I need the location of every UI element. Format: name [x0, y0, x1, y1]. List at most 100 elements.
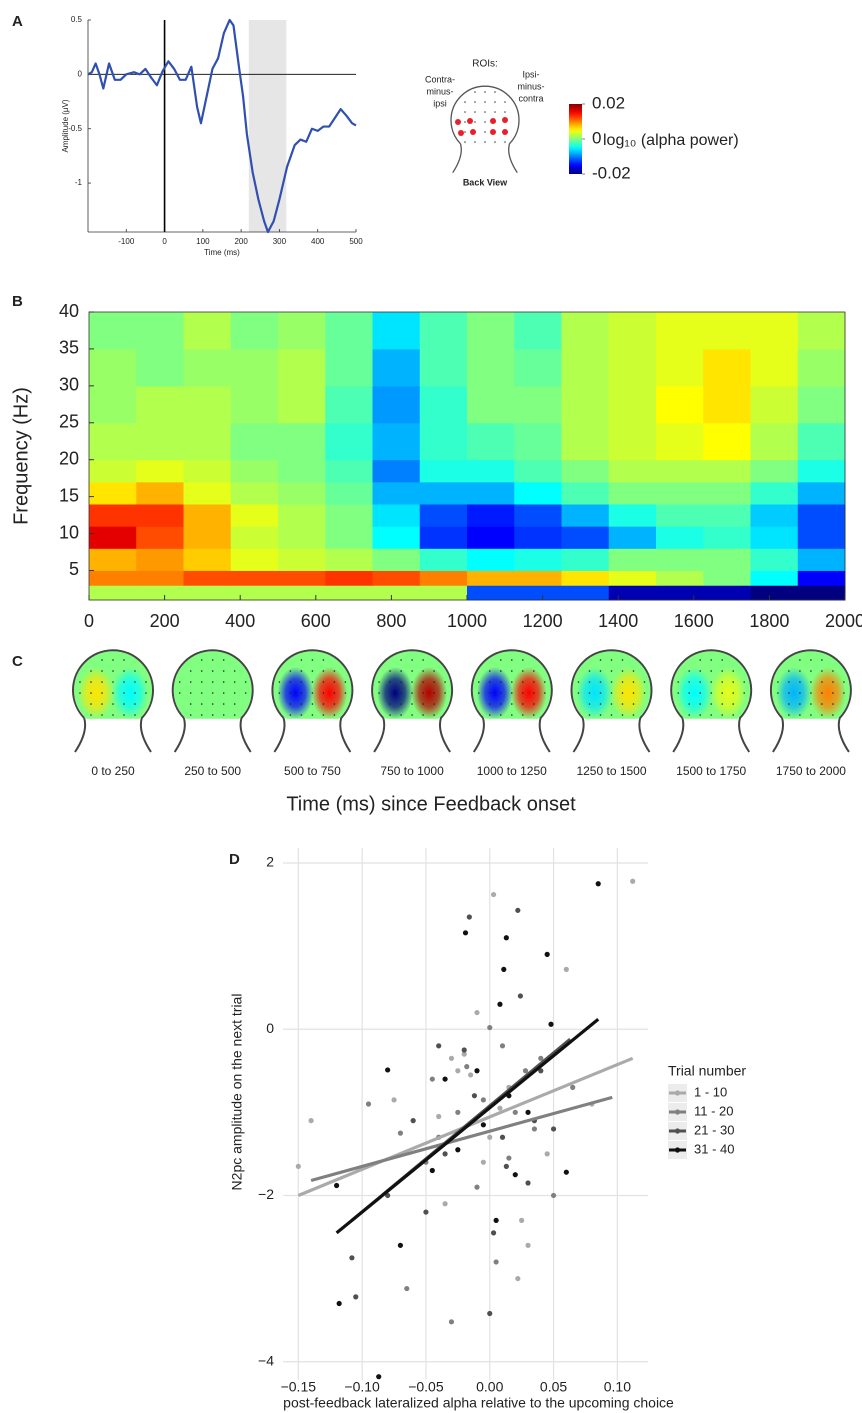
panel-label: C [12, 653, 23, 670]
y-tick-label: 10 [59, 522, 79, 542]
electrode [511, 714, 513, 716]
electrode [821, 714, 823, 716]
electrode [721, 692, 723, 694]
x-tick-label: 200 [234, 237, 248, 246]
roi-electrode [502, 117, 508, 123]
neck-mask [471, 718, 552, 755]
electrode [322, 703, 325, 705]
heatmap-cell [656, 481, 704, 505]
heatmap-cell [467, 526, 515, 549]
heatmap-cell [230, 385, 279, 424]
scatter-point [423, 1209, 429, 1215]
electrode [533, 692, 535, 694]
electrode [632, 670, 635, 672]
electrode [90, 692, 92, 694]
scatter-point [436, 1113, 442, 1120]
electrode [588, 692, 591, 694]
heatmap-cell [136, 385, 184, 424]
electrode [145, 692, 147, 694]
y-tick-label: 15 [59, 485, 79, 505]
heatmap-cell [278, 385, 326, 424]
scatter-point [490, 1230, 497, 1236]
scalp-blob [411, 667, 448, 719]
scatter-point [436, 1043, 442, 1049]
electrode [710, 703, 712, 705]
heatmap-cell [608, 348, 657, 387]
heatmap-cell [325, 504, 373, 527]
heatmap-cell [467, 585, 515, 601]
heatmap-cell [230, 422, 279, 461]
electrode [621, 681, 624, 683]
scatter-point [499, 1043, 506, 1049]
scalp-blob [211, 667, 248, 719]
heatmap-cell [89, 526, 137, 549]
electrode [478, 681, 480, 683]
legend-label: 31 - 40 [694, 1141, 734, 1156]
heatmap-cell [514, 570, 562, 586]
legend-key-point [674, 1109, 681, 1115]
roi-right-label: contra [518, 93, 543, 103]
electrode [484, 101, 486, 103]
electrode [621, 670, 624, 672]
electrode [721, 670, 723, 672]
electrode [832, 692, 834, 694]
electrode [90, 714, 92, 716]
scalp-blob [277, 667, 314, 719]
scatter-point [487, 1310, 493, 1317]
heatmap-cell [467, 504, 515, 527]
electrode [799, 659, 801, 661]
colorbar-tick-label: 0.02 [592, 93, 625, 112]
heatmap-cell [278, 570, 326, 586]
electrode [522, 714, 524, 716]
scatter-point [550, 1192, 557, 1199]
heatmap-cell [183, 385, 232, 424]
heatmap-cell [136, 422, 184, 461]
electrode [788, 714, 790, 716]
x-tick-label: 500 [349, 237, 363, 246]
heatmap-cell [419, 422, 468, 461]
electrode [411, 670, 413, 672]
electrode [810, 681, 812, 683]
electrode [522, 659, 524, 661]
electrode [222, 703, 225, 705]
electrode [300, 670, 303, 672]
electrode [112, 670, 114, 672]
electrode [577, 692, 580, 694]
electrode [810, 714, 812, 716]
scalp-blob [510, 667, 547, 719]
heatmap-cell [608, 385, 657, 424]
heatmap-cell [656, 548, 704, 571]
electrode [289, 670, 292, 672]
map-label: 0 to 250 [91, 764, 135, 778]
scatter-point [410, 1118, 416, 1124]
electrode [732, 703, 734, 705]
electrode [643, 692, 646, 694]
panel-label: B [12, 293, 23, 310]
heatmap-cell [372, 312, 421, 350]
scatter-point [376, 1374, 382, 1380]
heatmap-cell [608, 504, 657, 527]
head-outline [171, 649, 254, 753]
scatter-point [525, 1180, 531, 1186]
electrode [577, 681, 580, 683]
electrode [489, 703, 491, 705]
electrode [79, 681, 81, 683]
electrode [444, 692, 446, 694]
electrode [610, 670, 613, 672]
electrode [821, 659, 823, 661]
neck-mask [571, 718, 652, 755]
scatter-point [503, 935, 509, 941]
heatmap-cell [278, 548, 326, 571]
heatmap-cell [419, 585, 468, 601]
electrode [189, 714, 192, 716]
heatmap-cell [797, 348, 846, 387]
electrode [699, 703, 701, 705]
heatmap-cell [797, 585, 846, 601]
electrode [588, 714, 591, 716]
heatmap-cell [561, 481, 610, 505]
head-outline [470, 649, 553, 753]
electrode [632, 714, 635, 716]
roi-left-label: minus- [426, 86, 453, 96]
scatter-point [525, 1242, 531, 1248]
y-tick-label: 25 [59, 412, 79, 432]
